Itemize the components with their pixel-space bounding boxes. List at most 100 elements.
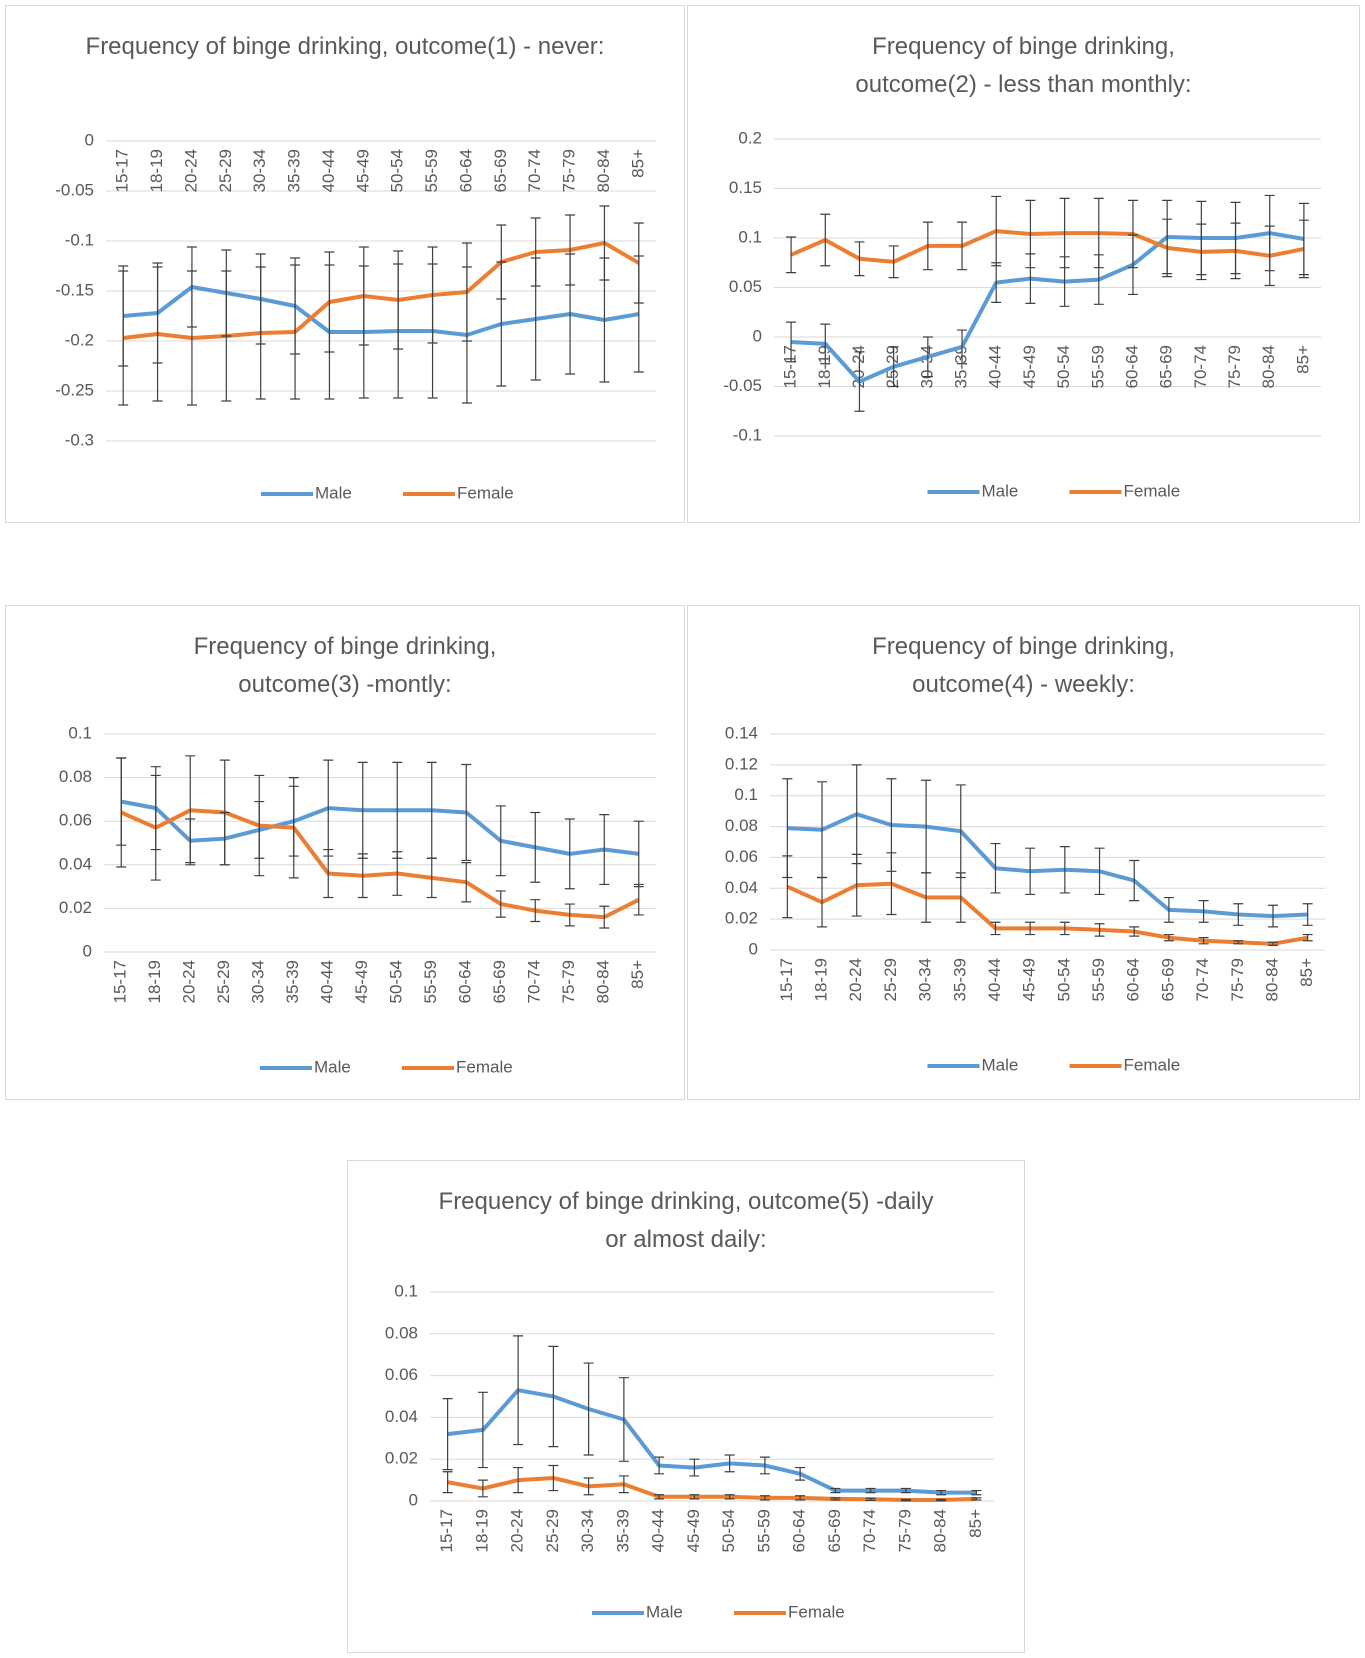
error-bar — [955, 872, 966, 923]
error-bar — [888, 346, 899, 388]
y-tick-label: -0.2 — [65, 330, 94, 349]
data-line — [447, 1388, 977, 1495]
error-bar — [830, 1497, 841, 1501]
error-bar — [990, 921, 1001, 936]
error-bar — [1059, 921, 1070, 936]
x-tick-label: 18-19 — [815, 345, 834, 388]
x-tick-label: 60-64 — [1122, 345, 1141, 388]
error-bar — [1302, 933, 1313, 942]
legend-label: Female — [1124, 1055, 1181, 1074]
y-tick-label: 0 — [753, 326, 762, 345]
error-bar — [820, 213, 831, 267]
error-bar — [633, 222, 644, 304]
error-bar — [820, 323, 831, 365]
error-bar — [1025, 199, 1036, 269]
y-tick-label: -0.1 — [733, 425, 762, 444]
x-tick-label: 15-17 — [781, 345, 800, 388]
x-tick-label: 50-54 — [388, 149, 407, 192]
error-bar — [957, 221, 968, 271]
error-bar — [442, 1471, 453, 1494]
data-line — [786, 881, 1309, 946]
y-tick-label: 0.2 — [738, 128, 762, 147]
legend-label: Male — [982, 481, 1019, 500]
y-tick-label: 0.12 — [725, 754, 758, 773]
error-bar — [1198, 900, 1209, 923]
x-tick-label: 80-84 — [594, 960, 613, 1003]
error-bar — [957, 329, 968, 365]
error-bar — [548, 1464, 559, 1492]
error-bar — [392, 851, 403, 896]
error-bar — [817, 876, 828, 928]
y-tick-label: 0.06 — [725, 847, 758, 866]
x-tick-label: 50-54 — [719, 1509, 738, 1552]
error-bar — [865, 1497, 876, 1501]
error-bar — [118, 270, 129, 406]
x-tick-label: 75-79 — [1228, 958, 1247, 1001]
error-bar — [513, 1466, 524, 1494]
x-tick-label: 50-54 — [1054, 958, 1073, 1001]
error-bar — [654, 1456, 665, 1475]
error-bar — [254, 774, 265, 877]
error-bar — [221, 270, 232, 402]
chart: -0.3 -0.25 -0.2 -0.15 -0.1 -0.05 0 15-17 18-19 20… — [55, 130, 656, 502]
error-bar — [442, 1397, 453, 1471]
x-tick-label: 80-84 — [594, 149, 613, 192]
x-tick-label: 25-29 — [881, 958, 900, 1001]
error-bar — [477, 1479, 488, 1498]
x-tick-label: 85+ — [1297, 958, 1316, 987]
chart-panel: 0 0.02 0.04 0.06 0.08 0.1 0.12 0.14 15-17 18-19 20… — [687, 605, 1360, 1100]
x-tick-label: 35-39 — [613, 1509, 632, 1552]
error-bar — [599, 814, 610, 886]
error-bar — [495, 805, 506, 877]
x-tick-label: 40-44 — [319, 149, 338, 192]
error-bar — [786, 321, 797, 363]
x-tick-label: 60-64 — [456, 149, 475, 192]
error-bar — [116, 757, 127, 868]
error-bar — [900, 1487, 911, 1494]
error-bar — [496, 224, 507, 300]
error-bar — [990, 842, 1001, 894]
x-tick-label: 55-59 — [422, 149, 441, 192]
y-tick-label: 0.04 — [725, 878, 758, 897]
x-tick-label: 65-69 — [825, 1509, 844, 1552]
y-tick-label: 0 — [749, 939, 758, 958]
y-tick-label: 0 — [85, 130, 94, 149]
x-tick-label: 55-59 — [1088, 345, 1107, 388]
error-bar — [186, 270, 197, 406]
error-bar — [150, 774, 161, 881]
error-bar — [426, 857, 437, 899]
x-tick-label: 30-34 — [917, 345, 936, 388]
error-bar — [599, 205, 610, 281]
error-bar — [971, 1489, 982, 1496]
error-bar — [786, 236, 797, 274]
x-tick-label: 15-17 — [113, 149, 132, 192]
error-bar — [633, 883, 644, 916]
data-line — [123, 285, 640, 337]
error-bar — [324, 251, 335, 353]
data-line — [120, 808, 640, 920]
error-bar — [759, 1495, 770, 1501]
error-bar — [1264, 225, 1275, 287]
x-tick-label: 70-74 — [525, 960, 544, 1003]
x-tick-label: 75-79 — [560, 149, 579, 192]
x-tick-label: 75-79 — [559, 960, 578, 1003]
x-tick-label: 20-24 — [181, 149, 200, 192]
error-bar — [393, 250, 404, 350]
error-bar — [1163, 933, 1174, 942]
error-bar — [1198, 937, 1209, 945]
chart-panel: -0.1 -0.05 0 0.05 0.1 0.15 0.2 15-17 18-19 20-24 2… — [687, 5, 1360, 523]
error-bar — [1298, 219, 1309, 279]
error-bar — [185, 755, 196, 866]
error-bar — [936, 1489, 947, 1496]
x-tick-label: 85+ — [628, 149, 647, 178]
chart-title: Frequency of binge drinking, outcome(3) … — [193, 633, 497, 698]
legend-label: Male — [982, 1055, 1019, 1074]
legend-label: Male — [315, 483, 352, 502]
y-tick-label: -0.05 — [55, 180, 94, 199]
x-tick-label: 65-69 — [1157, 345, 1176, 388]
error-bar — [583, 1477, 594, 1496]
error-bar — [583, 1362, 594, 1456]
x-tick-label: 45-49 — [352, 960, 371, 1003]
chart: 0 0.02 0.04 0.06 0.08 0.1 0.12 0.14 15-17 18-19 20… — [725, 723, 1325, 1074]
